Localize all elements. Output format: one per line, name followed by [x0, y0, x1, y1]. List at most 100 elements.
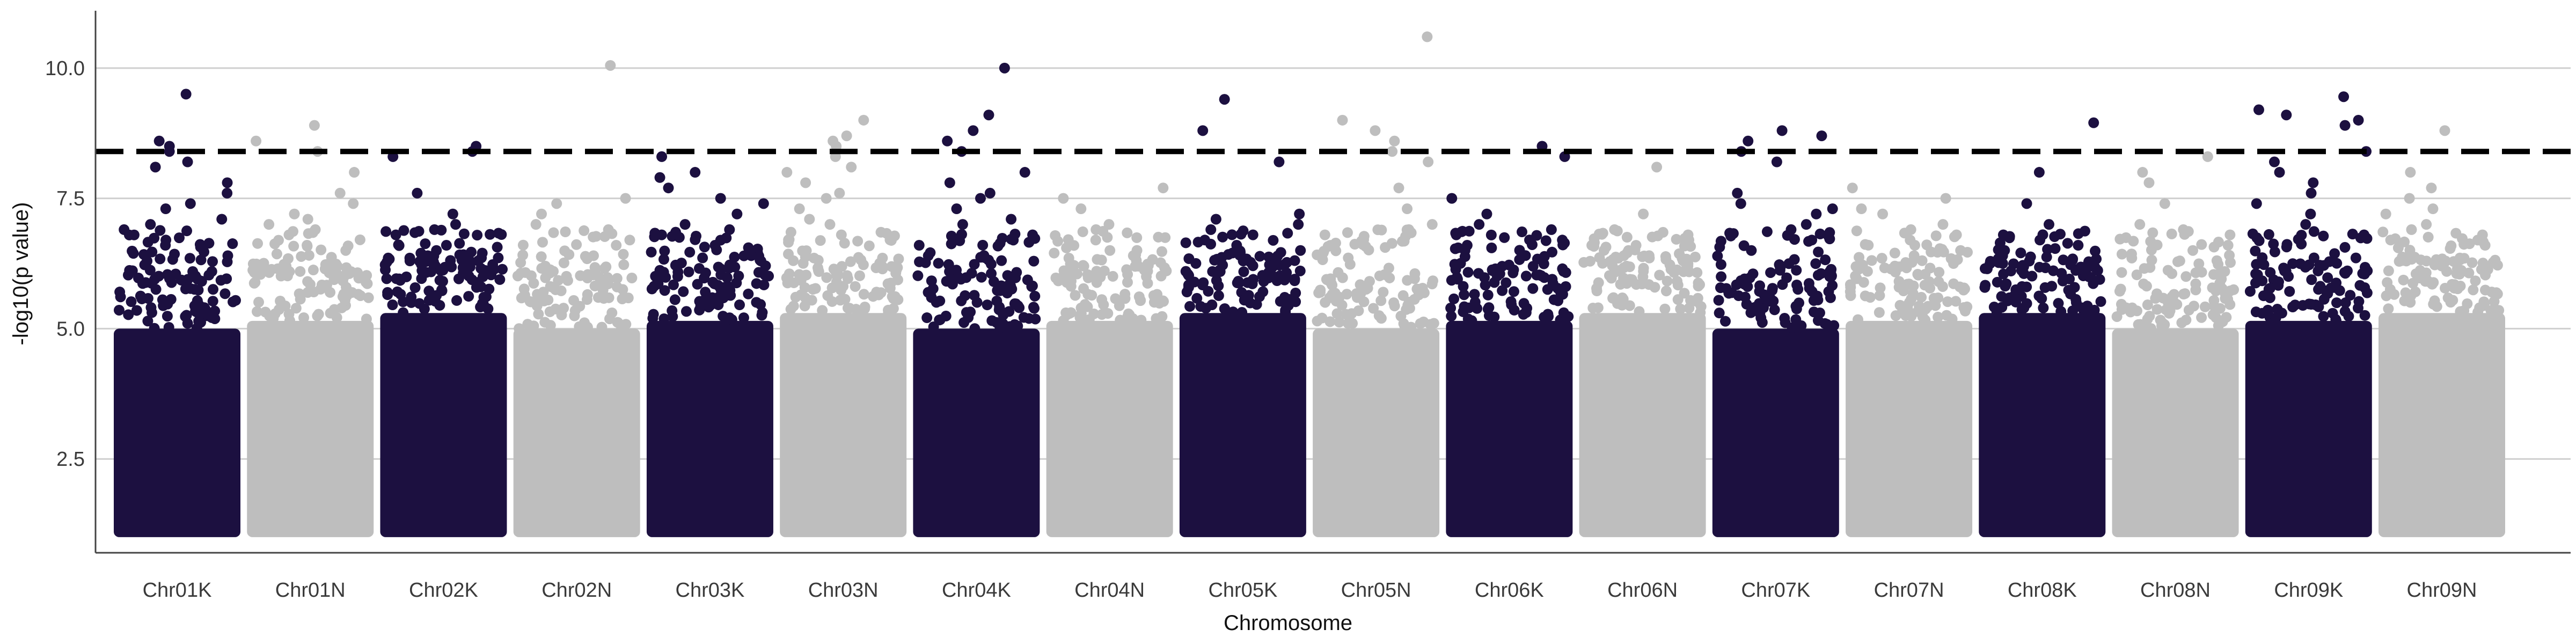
snp-point	[268, 313, 279, 324]
snp-point	[1028, 255, 1040, 267]
snp-point	[255, 269, 266, 280]
snp-point	[1160, 232, 1171, 243]
snp-point	[647, 313, 658, 324]
snp-point	[1322, 274, 1334, 286]
snp-point	[2272, 304, 2283, 315]
snp-point	[1006, 233, 1017, 245]
snp-point	[569, 305, 581, 316]
snp-point	[1206, 299, 1218, 311]
snp-point	[2445, 297, 2456, 308]
snp-point	[1254, 251, 1265, 262]
snp-peak-point	[605, 60, 616, 71]
snp-point	[1459, 289, 1470, 301]
snp-peak-point	[349, 167, 360, 178]
snp-point	[126, 296, 137, 308]
snp-point	[797, 245, 808, 257]
snp-point	[734, 299, 745, 311]
snp-peak-point	[858, 114, 869, 126]
snp-point	[1355, 279, 1366, 290]
snp-point	[1148, 290, 1159, 301]
snp-peak-point	[2088, 117, 2099, 128]
snp-point	[626, 272, 638, 283]
snp-point	[1789, 234, 1800, 245]
snp-point	[1355, 288, 1366, 299]
snp-point	[1373, 310, 1385, 321]
snp-peak-point	[1091, 224, 1102, 235]
snp-point	[1184, 301, 1196, 312]
snp-point	[1049, 247, 1060, 259]
snp-point	[517, 250, 529, 261]
snp-point	[1845, 286, 1856, 297]
snp-density-band	[1046, 320, 1173, 537]
snp-point	[986, 268, 997, 279]
snp-point	[1219, 303, 1231, 314]
snp-point	[493, 228, 504, 239]
snp-point	[969, 259, 980, 270]
snp-point	[646, 283, 657, 295]
snp-point	[517, 239, 529, 251]
snp-point	[475, 263, 487, 274]
snp-peak-point	[824, 219, 836, 230]
snp-point	[2467, 257, 2478, 268]
snp-point	[1810, 258, 1821, 269]
snp-peak-point	[1060, 266, 1072, 277]
snp-point	[2406, 254, 2417, 265]
snp-point	[290, 303, 302, 314]
snp-point	[854, 270, 865, 281]
chromosome-chr08n	[2111, 151, 2240, 537]
snp-point	[180, 283, 191, 295]
snp-point	[1380, 242, 1391, 253]
snp-point	[296, 251, 307, 262]
snp-point	[2359, 310, 2370, 321]
snp-peak-point	[745, 250, 757, 261]
chromosome-chr05n	[1312, 31, 1440, 537]
snp-point	[707, 292, 718, 303]
snp-point	[1626, 274, 1637, 285]
snp-point	[1155, 270, 1167, 282]
snp-point	[2179, 288, 2191, 299]
snp-point	[1217, 259, 1228, 270]
snp-point	[604, 313, 615, 325]
y-tick-label: 5.0	[56, 318, 85, 340]
snp-point	[1768, 295, 1779, 306]
snp-point	[988, 276, 999, 287]
snp-point	[1787, 322, 1798, 333]
snp-point	[927, 283, 939, 294]
chromosome-chr04n	[1046, 182, 1173, 537]
snp-point	[1733, 290, 1744, 302]
snp-point	[1462, 267, 1474, 278]
snp-peak-point	[164, 146, 175, 157]
snp-point	[2131, 269, 2142, 281]
y-tick-label: 7.5	[56, 188, 85, 210]
snp-point	[2436, 253, 2448, 265]
snp-point	[738, 312, 749, 324]
snp-point	[1458, 281, 1469, 292]
snp-point	[1679, 288, 1690, 299]
snp-peak-point	[180, 89, 192, 100]
snp-point	[2281, 241, 2292, 253]
snp-point	[1823, 286, 1834, 297]
snp-point	[2303, 298, 2315, 310]
snp-point	[1483, 302, 1495, 313]
snp-point	[1280, 306, 1291, 318]
snp-peak-point	[1402, 203, 1413, 215]
x-tick-label: Chr04N	[1074, 579, 1145, 602]
snp-point	[1107, 270, 1118, 282]
snp-point	[252, 238, 264, 249]
snp-point	[715, 283, 727, 295]
snp-point	[166, 277, 177, 288]
snp-peak-point	[2137, 167, 2148, 178]
snp-peak-point	[1337, 114, 1348, 126]
snp-point	[147, 246, 158, 258]
snp-point	[2114, 233, 2126, 245]
snp-point	[1808, 306, 1819, 318]
snp-point	[2314, 260, 2325, 271]
snp-point	[155, 225, 166, 236]
chromosome-chr07k	[1712, 125, 1840, 537]
snp-point	[1719, 316, 1731, 327]
snp-point	[2196, 239, 2207, 250]
snp-point	[219, 288, 231, 299]
snp-point	[355, 290, 366, 301]
snp-point	[2126, 252, 2138, 264]
snp-point	[1715, 259, 1726, 270]
